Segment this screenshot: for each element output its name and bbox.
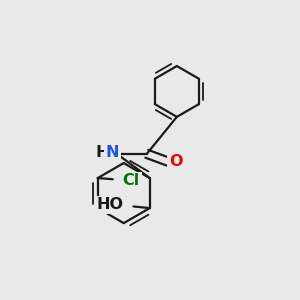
Text: H: H xyxy=(96,146,109,160)
Text: HO: HO xyxy=(96,197,123,212)
Text: Cl: Cl xyxy=(123,173,140,188)
Text: N: N xyxy=(105,146,119,160)
Text: O: O xyxy=(169,154,182,169)
